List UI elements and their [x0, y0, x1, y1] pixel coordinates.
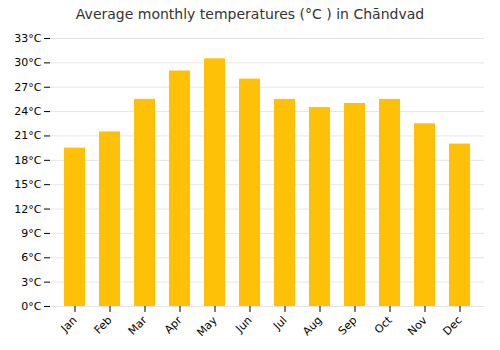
svg-text:Jul: Jul	[270, 314, 289, 333]
svg-text:27°C: 27°C	[14, 81, 41, 94]
svg-text:Nov: Nov	[405, 313, 430, 338]
html-text:Average monthly temperatures (: Average monthly temperatures (°C ) in Ch…	[75, 6, 425, 22]
svg-text:9°C: 9°C	[21, 227, 41, 240]
svg-text:Sep: Sep	[336, 314, 360, 338]
svg-text:Feb: Feb	[92, 314, 115, 337]
svg-text:21°C: 21°C	[14, 129, 41, 142]
svg-text:30°C: 30°C	[14, 56, 41, 69]
svg-text:Mar: Mar	[126, 313, 150, 337]
svg-text:Jan: Jan	[58, 314, 80, 336]
svg-text:Dec: Dec	[440, 314, 464, 338]
svg-text:Aug: Aug	[300, 314, 324, 338]
svg-text:3°C: 3°C	[21, 276, 41, 289]
svg-text:May: May	[194, 313, 220, 339]
svg-text:Oct: Oct	[372, 313, 395, 336]
svg-text:33°C: 33°C	[14, 32, 41, 45]
svg-text:18°C: 18°C	[14, 154, 41, 167]
svg-text:6°C: 6°C	[21, 251, 41, 264]
svg-text:0°C: 0°C	[21, 300, 41, 313]
svg-text:24°C: 24°C	[14, 105, 41, 118]
svg-text:Apr: Apr	[162, 313, 185, 336]
svg-text:Jun: Jun	[233, 314, 255, 336]
svg-text:12°C: 12°C	[14, 203, 41, 216]
svg-text:15°C: 15°C	[14, 178, 41, 191]
